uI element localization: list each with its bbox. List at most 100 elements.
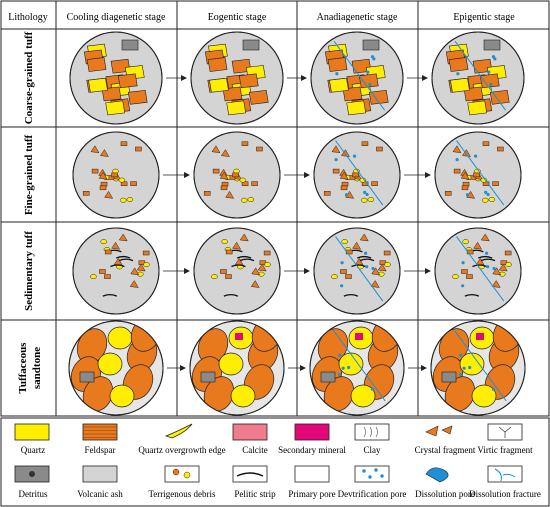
devitrification-pore xyxy=(363,190,367,194)
legend-label: Primary pore xyxy=(288,489,335,499)
legend-label: Crystal fragment xyxy=(415,445,476,455)
feldspar-grain xyxy=(142,250,150,256)
crystal-fragment xyxy=(491,280,501,288)
quartz-grain xyxy=(119,197,127,203)
legend-swatch xyxy=(232,465,268,483)
pelitic-strip xyxy=(110,264,125,268)
legend-swatch xyxy=(164,423,193,439)
quartz-grain xyxy=(109,384,135,408)
lithology-header: Lithology xyxy=(8,12,47,23)
dissolution-fracture xyxy=(454,330,507,402)
feldspar-grain xyxy=(371,181,378,186)
dissolution-fracture xyxy=(333,330,386,402)
legend-swatch xyxy=(164,465,200,483)
devitrification-pore xyxy=(468,365,472,370)
devitrification-pore xyxy=(459,353,463,357)
thin-section-r1-s3 xyxy=(434,131,522,219)
devitrification-pore xyxy=(340,261,344,265)
devitrification-pore xyxy=(487,70,491,74)
feldspar-grain xyxy=(461,269,468,274)
quartz-grain xyxy=(367,197,375,202)
detritus-grain xyxy=(200,371,216,383)
feldspar-grain xyxy=(376,146,383,152)
quartz-grain xyxy=(209,77,229,93)
feldspar-grain xyxy=(323,191,331,196)
dissolution-fracture xyxy=(456,236,505,302)
quartz-grain xyxy=(350,384,376,408)
crystal-fragment xyxy=(118,233,128,242)
pelitic-strip xyxy=(102,293,118,297)
crystal-fragment xyxy=(371,267,381,276)
crystal-fragment xyxy=(99,149,109,157)
feldspar-grain xyxy=(340,185,348,191)
detritus-grain xyxy=(79,371,95,383)
legend-label: Calcite xyxy=(242,445,268,455)
thin-section-r0-s2 xyxy=(310,31,404,125)
devitrification-pore xyxy=(492,266,496,271)
legend-swatch xyxy=(294,465,330,483)
legend-swatch xyxy=(354,465,390,483)
quartz-grain xyxy=(471,384,497,408)
feldspar-grain xyxy=(86,57,107,72)
quartz-grain xyxy=(90,274,97,280)
devitrification-pore xyxy=(347,365,351,370)
crystal-fragment xyxy=(104,190,114,199)
quartz-grain xyxy=(384,262,391,268)
devitrification-pore xyxy=(344,193,349,197)
feldspar-grain xyxy=(461,185,469,191)
devitrification-pore xyxy=(372,57,376,61)
crystal-fragment xyxy=(251,267,261,276)
feldspar-grain xyxy=(327,57,348,72)
legend-swatch xyxy=(232,423,268,441)
feldspar-grain xyxy=(104,274,111,279)
feldspar-grain xyxy=(203,191,211,196)
feldspar-grain xyxy=(120,141,128,146)
feldspar-grain xyxy=(251,181,258,186)
crystal-fragment xyxy=(220,149,230,157)
quartz-grain xyxy=(338,352,364,376)
crystal-fragment xyxy=(339,171,349,180)
devitrification-pore xyxy=(461,261,465,265)
quartz-grain xyxy=(226,100,247,116)
quartz-grain xyxy=(221,239,228,245)
devitrification-pore xyxy=(364,251,368,255)
legend-swatch xyxy=(425,425,453,437)
feldspar-grain xyxy=(444,191,452,196)
pelitic-strip xyxy=(223,293,239,297)
crystal-fragment xyxy=(130,267,140,276)
devitrification-pore xyxy=(456,72,460,76)
legend-label: Secondary mineral xyxy=(278,445,346,455)
quartz-grain xyxy=(239,177,247,183)
legend-swatch xyxy=(82,465,118,483)
feldspar-grain xyxy=(91,168,99,174)
legend-swatch xyxy=(14,465,50,483)
legend-swatch xyxy=(487,465,523,483)
detritus-grain xyxy=(242,39,260,51)
devitrification-pore xyxy=(455,158,459,162)
quartz-grain xyxy=(264,262,271,268)
quartz-grain xyxy=(230,384,256,408)
crystal-fragment xyxy=(370,280,380,288)
feldspar-grain xyxy=(135,146,142,152)
legend-label: Pelitic strip xyxy=(234,489,276,499)
legend-swatch xyxy=(14,423,50,441)
quartz-grain xyxy=(488,197,496,202)
detritus-grain xyxy=(362,39,380,51)
quartz-grain xyxy=(143,262,150,268)
feldspar-grain xyxy=(256,146,263,152)
crystal-fragment xyxy=(460,171,470,180)
devitrification-pore xyxy=(493,57,497,61)
crystal-fragment xyxy=(111,241,121,250)
legend-label: Dissolution pore xyxy=(415,489,475,499)
crystal-fragment xyxy=(225,190,235,199)
feldspar-grain xyxy=(479,73,500,89)
quartz-grain xyxy=(97,352,123,376)
quartz-grain xyxy=(346,100,367,116)
feldspar-grain xyxy=(473,172,480,178)
pelitic-strip xyxy=(343,293,359,297)
quartz-grain xyxy=(211,274,218,280)
devitrification-pore xyxy=(337,372,342,377)
devitrification-pore xyxy=(473,154,478,158)
pelitic-strip xyxy=(351,264,366,268)
